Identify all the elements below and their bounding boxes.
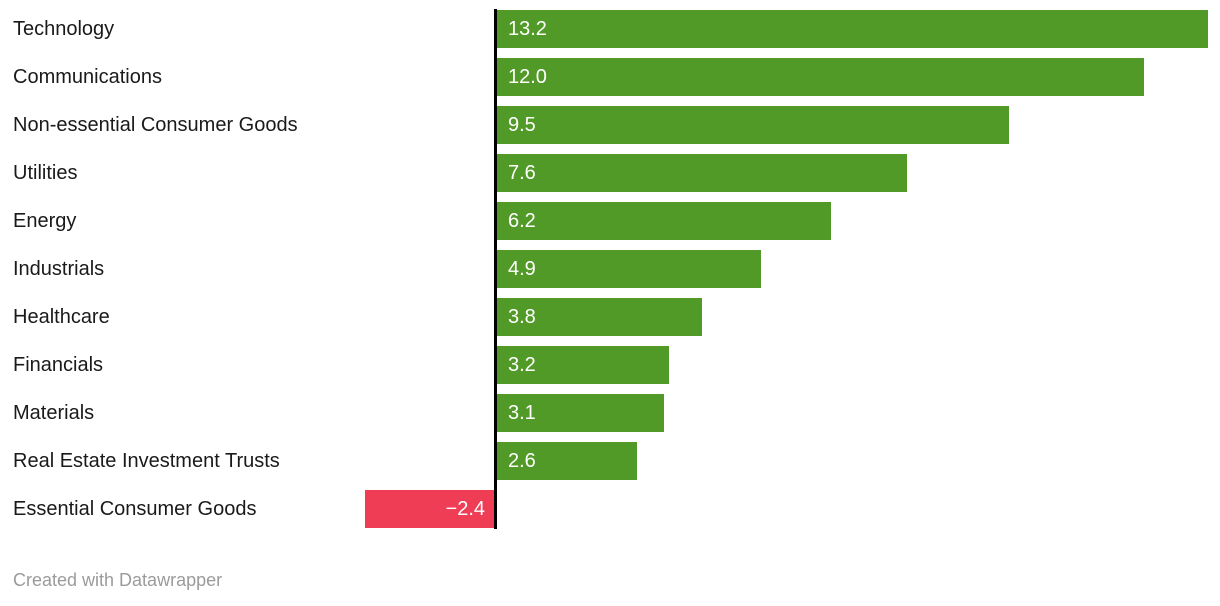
category-label: Communications bbox=[13, 66, 162, 88]
bar-value-label: 3.8 bbox=[508, 306, 536, 328]
bar-positive: 3.2 bbox=[497, 346, 669, 384]
category-label: Healthcare bbox=[13, 306, 110, 328]
bar-value-label: 13.2 bbox=[508, 18, 547, 40]
category-label: Industrials bbox=[13, 258, 105, 280]
bar-value-label: 2.6 bbox=[508, 450, 536, 472]
category-label: Energy bbox=[13, 210, 77, 232]
bar-value-label: 6.2 bbox=[508, 210, 536, 232]
bar-value-label: 7.6 bbox=[508, 162, 536, 184]
bar-positive: 9.5 bbox=[497, 106, 1009, 144]
category-label: Real Estate Investment Trusts bbox=[13, 450, 280, 472]
bar-positive: 4.9 bbox=[497, 250, 761, 288]
bar-positive: 6.2 bbox=[497, 202, 831, 240]
category-label: Technology bbox=[13, 18, 115, 40]
category-label: Essential Consumer Goods bbox=[13, 498, 257, 520]
category-label: Utilities bbox=[13, 162, 78, 184]
baseline-axis bbox=[494, 9, 497, 529]
bar-value-label: 12.0 bbox=[508, 66, 547, 88]
bar-chart-plot-area: Technology 13.2 Communications 12.0 Non-esse… bbox=[13, 9, 1208, 529]
category-label: Materials bbox=[13, 402, 95, 424]
bar-positive: 3.1 bbox=[497, 394, 664, 432]
bar-value-label: 9.5 bbox=[508, 114, 536, 136]
bar-positive: 13.2 bbox=[497, 10, 1208, 48]
bar-positive: 12.0 bbox=[497, 58, 1144, 96]
datawrapper-credit-link[interactable]: Created with Datawrapper bbox=[13, 570, 223, 590]
bar-positive: 7.6 bbox=[497, 154, 907, 192]
bar-positive: 2.6 bbox=[497, 442, 637, 480]
category-label: Financials bbox=[13, 354, 104, 376]
bar-negative: −2.4 bbox=[365, 490, 494, 528]
bar-positive: 3.8 bbox=[497, 298, 702, 336]
category-label: Non-essential Consumer Goods bbox=[13, 114, 298, 136]
bar-value-label: 3.1 bbox=[508, 402, 536, 424]
bar-value-label: 3.2 bbox=[508, 354, 536, 376]
bar-value-label: 4.9 bbox=[508, 258, 536, 280]
bar-value-label: −2.4 bbox=[445, 498, 485, 520]
